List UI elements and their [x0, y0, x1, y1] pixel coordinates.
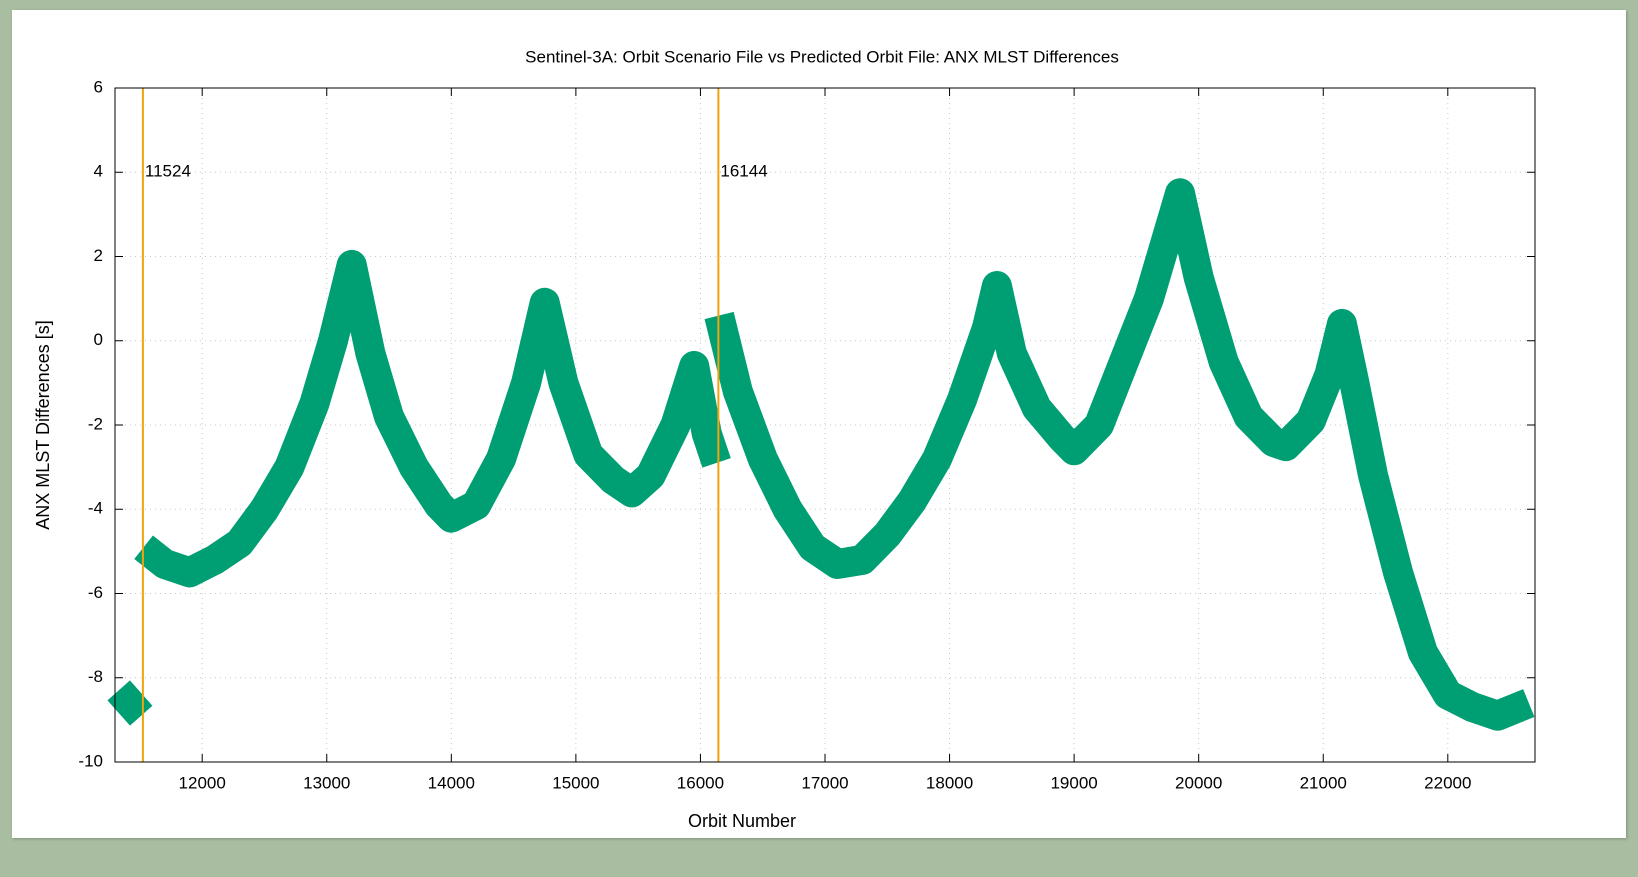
chart-title: Sentinel-3A: Orbit Scenario File vs Pred… [525, 47, 1119, 66]
marker-label: 16144 [720, 162, 767, 181]
x-tick-label: 15000 [552, 773, 599, 792]
data-band [134, 249, 731, 588]
x-tick-label: 17000 [801, 773, 848, 792]
y-tick-label: -4 [88, 499, 103, 518]
y-tick-label: 0 [94, 330, 103, 349]
x-tick-label: 22000 [1424, 773, 1471, 792]
y-tick-label: 4 [94, 162, 103, 181]
y-tick-label: -10 [78, 751, 103, 770]
y-tick-label: 6 [94, 77, 103, 96]
chart: Sentinel-3A: Orbit Scenario File vs Pred… [33, 47, 1536, 831]
x-tick-label: 18000 [926, 773, 973, 792]
plot-border [114, 87, 1536, 763]
x-tick-label: 19000 [1050, 773, 1097, 792]
x-tick-label: 12000 [179, 773, 226, 792]
data-band [107, 680, 153, 726]
x-tick-label: 21000 [1300, 773, 1347, 792]
chart-frame: Sentinel-3A: Orbit Scenario File vs Pred… [12, 10, 1626, 838]
x-axis-label: Orbit Number [688, 811, 796, 831]
x-tick-label: 16000 [677, 773, 724, 792]
y-tick-label: -2 [88, 414, 103, 433]
y-tick-label: -8 [88, 667, 103, 686]
x-tick-label: 13000 [303, 773, 350, 792]
x-tick-label: 14000 [428, 773, 475, 792]
data-band [704, 178, 1535, 731]
marker-label: 11524 [145, 162, 191, 181]
y-tick-label: -6 [88, 583, 103, 602]
y-axis-label: ANX MLST Differences [s] [33, 320, 53, 529]
y-tick-label: 2 [94, 246, 103, 265]
x-tick-label: 20000 [1175, 773, 1222, 792]
